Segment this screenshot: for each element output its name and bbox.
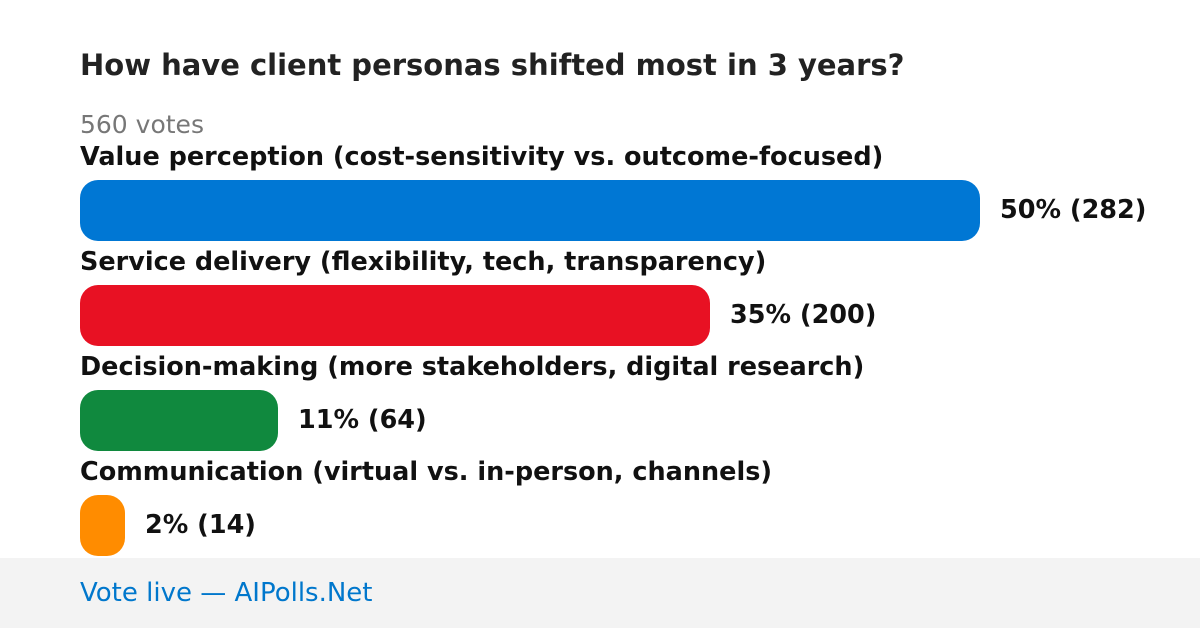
poll-options: Value perception (cost-sensitivity vs. o… [80, 142, 1147, 556]
option-bar[interactable] [80, 495, 125, 556]
option-label: Value perception (cost-sensitivity vs. o… [80, 142, 884, 172]
footer: Vote live — AIPolls.Net [0, 558, 1200, 628]
vote-live-link[interactable]: Vote live — AIPolls.Net [80, 578, 373, 608]
option-value-label: 2% (14) [145, 510, 256, 540]
option-bar[interactable] [80, 180, 980, 241]
option-value-label: 35% (200) [730, 300, 877, 330]
option-label: Decision-making (more stakeholders, digi… [80, 352, 865, 382]
option-value-label: 50% (282) [1000, 195, 1147, 225]
option-value-label: 11% (64) [298, 405, 427, 435]
option-bar[interactable] [80, 390, 278, 451]
option-bar[interactable] [80, 285, 710, 346]
option-label: Communication (virtual vs. in-person, ch… [80, 457, 773, 487]
poll-question: How have client personas shifted most in… [80, 48, 905, 82]
vote-count: 560 votes [80, 110, 204, 139]
option-label: Service delivery (flexibility, tech, tra… [80, 247, 767, 277]
